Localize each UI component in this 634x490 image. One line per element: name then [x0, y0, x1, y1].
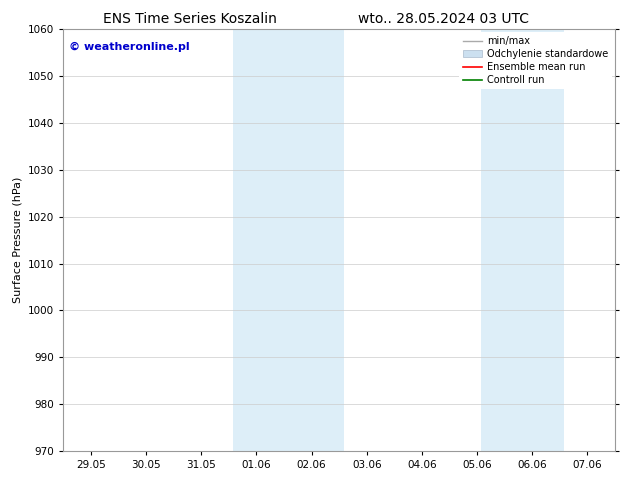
Y-axis label: Surface Pressure (hPa): Surface Pressure (hPa): [13, 177, 23, 303]
Text: © weatheronline.pl: © weatheronline.pl: [69, 42, 190, 52]
Text: wto.. 28.05.2024 03 UTC: wto.. 28.05.2024 03 UTC: [358, 12, 529, 26]
Bar: [233, 29, 344, 451]
Text: ENS Time Series Koszalin: ENS Time Series Koszalin: [103, 12, 277, 26]
Bar: [481, 29, 564, 451]
Legend: min/max, Odchylenie standardowe, Ensemble mean run, Controll run: min/max, Odchylenie standardowe, Ensembl…: [459, 32, 612, 89]
